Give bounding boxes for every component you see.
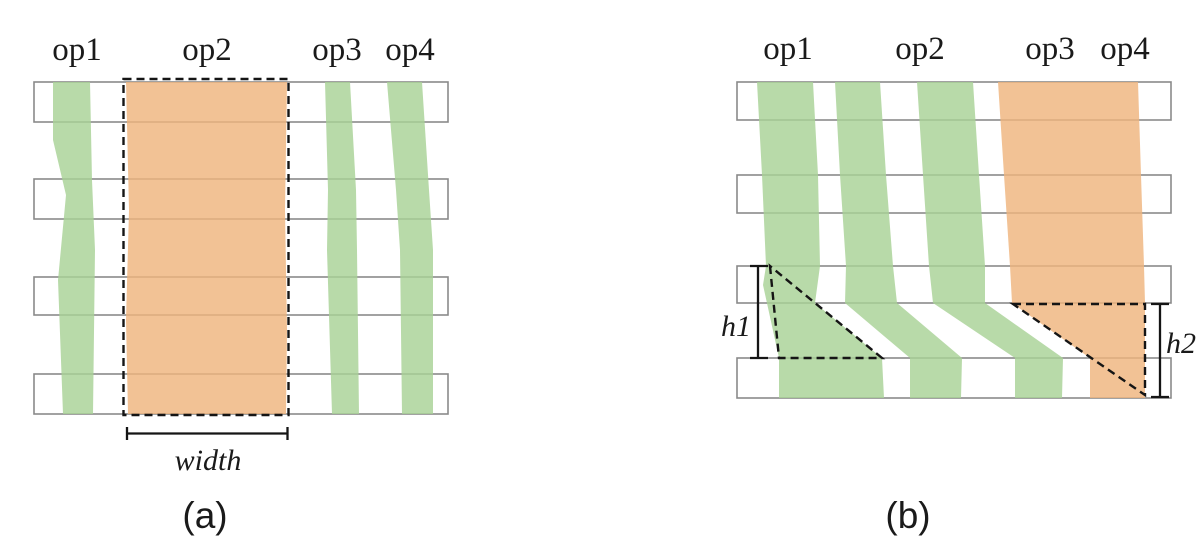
panel-a-band-op3 xyxy=(325,82,359,414)
panel-a-op3-label: op3 xyxy=(312,32,362,68)
panel-a: op1 op2 op3 op4 width (a) xyxy=(33,32,449,536)
panel-a-band-op1 xyxy=(53,82,95,414)
panel-b-op4-label: op4 xyxy=(1100,31,1150,67)
h2-label: h2 xyxy=(1166,327,1196,360)
panel-a-op1-label: op1 xyxy=(52,32,102,68)
panel-a-op4-label: op4 xyxy=(385,32,435,68)
panel-a-band-op4 xyxy=(387,82,433,414)
h2-measure-line xyxy=(1151,302,1169,399)
panel-a-band-op2-highlighted xyxy=(126,82,287,414)
h2-shift-triangle xyxy=(1009,302,1147,398)
panel-a-op2-highlight-box xyxy=(122,77,290,417)
panel-b-op3-label: op3 xyxy=(1025,31,1075,67)
panel-b-caption: (b) xyxy=(885,495,930,536)
width-measure-line xyxy=(125,427,289,440)
panel-b-band-op3 xyxy=(917,82,1063,398)
width-label: width xyxy=(175,444,242,477)
panel-b-band-op1 xyxy=(757,82,884,398)
panel-b-op1-label: op1 xyxy=(763,31,813,67)
panel-b: op1 op2 op3 op4 h1 h2 (b) xyxy=(721,31,1196,536)
panel-b-op2-label: op2 xyxy=(895,31,945,67)
panel-b-band-op2 xyxy=(835,82,962,398)
h1-shift-triangle xyxy=(768,263,886,360)
h1-label: h1 xyxy=(721,310,751,343)
panel-a-op2-label: op2 xyxy=(182,32,232,68)
panel-a-caption: (a) xyxy=(182,495,227,536)
h1-measure-line xyxy=(750,264,768,360)
